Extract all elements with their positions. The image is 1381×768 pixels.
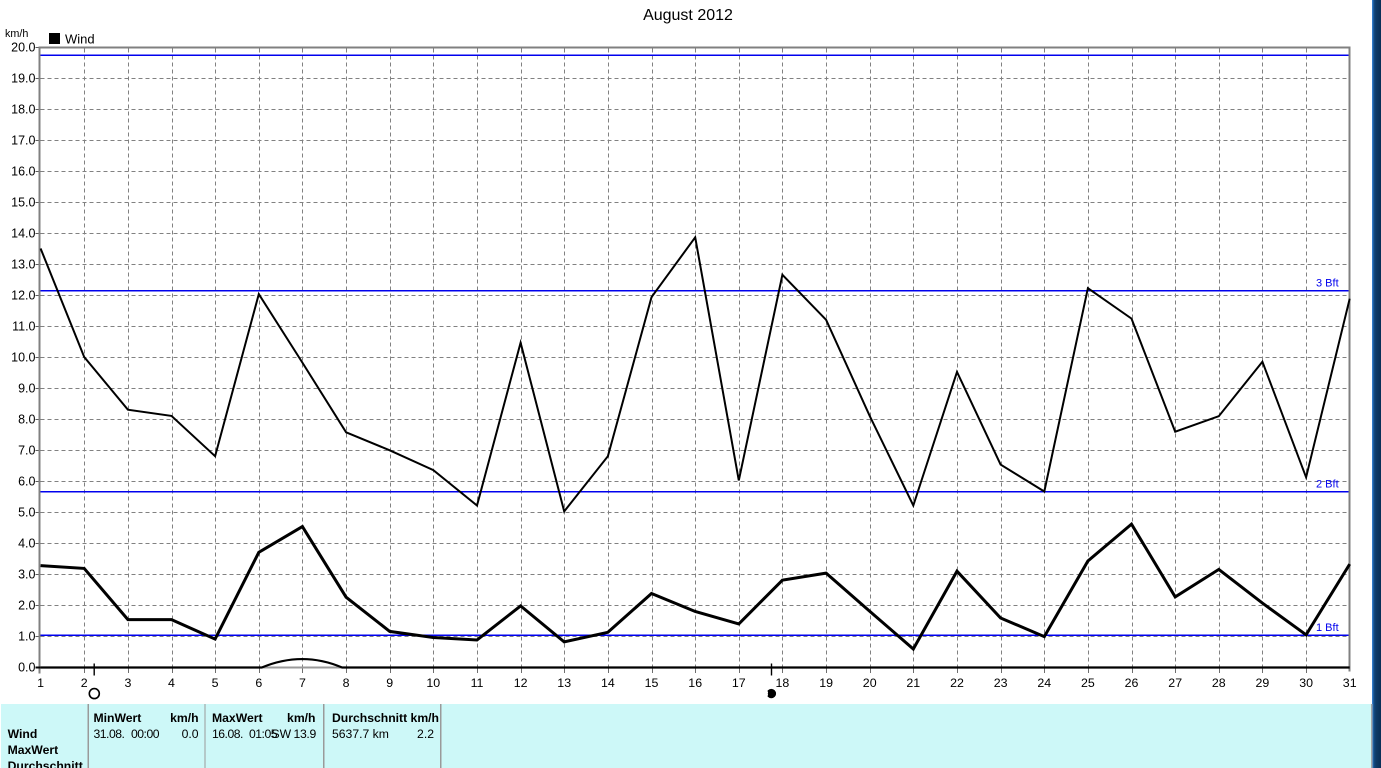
svg-text:21: 21 xyxy=(906,676,920,690)
svg-text:3: 3 xyxy=(124,676,131,690)
svg-text:7.0: 7.0 xyxy=(18,444,35,458)
svg-text:4: 4 xyxy=(168,676,175,690)
svg-text:30: 30 xyxy=(1299,676,1313,690)
svg-text:4.0: 4.0 xyxy=(18,537,35,551)
svg-text:13.0: 13.0 xyxy=(11,258,35,272)
svg-text:17.0: 17.0 xyxy=(11,134,35,148)
svg-text:3.0: 3.0 xyxy=(18,568,35,582)
svg-text:14.0: 14.0 xyxy=(11,227,35,241)
svg-text:1.0: 1.0 xyxy=(18,630,35,644)
svg-text:28: 28 xyxy=(1212,676,1226,690)
svg-text:2.0: 2.0 xyxy=(18,599,35,613)
svg-text:6.0: 6.0 xyxy=(18,475,35,489)
svg-text:17: 17 xyxy=(732,676,746,690)
svg-text:15.0: 15.0 xyxy=(11,196,35,210)
svg-text:15: 15 xyxy=(645,676,659,690)
svg-text:km/h: km/h xyxy=(287,711,315,725)
svg-text:7: 7 xyxy=(299,676,306,690)
svg-text:km/h: km/h xyxy=(170,711,198,725)
svg-text:16: 16 xyxy=(688,676,702,690)
svg-text:31: 31 xyxy=(1343,676,1357,690)
svg-text:11: 11 xyxy=(471,676,484,690)
svg-text:5: 5 xyxy=(212,676,219,690)
svg-text:14: 14 xyxy=(601,676,615,690)
svg-text:5.0: 5.0 xyxy=(18,506,35,520)
svg-text:20: 20 xyxy=(863,676,877,690)
svg-text:12.0: 12.0 xyxy=(11,289,35,303)
svg-text:26: 26 xyxy=(1125,676,1139,690)
svg-text:MaxWert: MaxWert xyxy=(8,743,59,757)
svg-text:1: 1 xyxy=(37,676,44,690)
svg-text:2: 2 xyxy=(81,676,88,690)
svg-text:Durchschnitt: Durchschnitt xyxy=(8,759,83,768)
svg-text:Wind: Wind xyxy=(8,727,38,741)
svg-text:19.0: 19.0 xyxy=(11,72,35,86)
svg-text:MaxWert: MaxWert xyxy=(212,711,263,725)
svg-text:00:00: 00:00 xyxy=(131,727,160,741)
svg-text:31.08.: 31.08. xyxy=(94,727,125,741)
svg-text:3 Bft: 3 Bft xyxy=(1316,278,1339,290)
svg-text:SW: SW xyxy=(272,727,292,741)
svg-text:18.0: 18.0 xyxy=(11,103,35,117)
svg-text:5637.7 km: 5637.7 km xyxy=(332,727,389,741)
svg-text:13.9: 13.9 xyxy=(293,727,316,741)
svg-text:12: 12 xyxy=(514,676,528,690)
svg-text:0.0: 0.0 xyxy=(182,727,199,741)
svg-text:1 Bft: 1 Bft xyxy=(1316,622,1339,634)
svg-text:24: 24 xyxy=(1037,676,1051,690)
svg-text:16.0: 16.0 xyxy=(11,165,35,179)
svg-text:9.0: 9.0 xyxy=(18,382,35,396)
svg-text:August 2012: August 2012 xyxy=(643,7,733,24)
svg-text:km/h: km/h xyxy=(5,28,28,40)
svg-text:10: 10 xyxy=(426,676,440,690)
svg-text:23: 23 xyxy=(994,676,1008,690)
svg-text:16.08.: 16.08. xyxy=(212,727,243,741)
svg-text:11.0: 11.0 xyxy=(12,320,35,334)
svg-text:18: 18 xyxy=(776,676,790,690)
svg-text:01:05: 01:05 xyxy=(249,727,278,741)
svg-text:Wind: Wind xyxy=(65,32,95,47)
svg-text:10.0: 10.0 xyxy=(11,351,35,365)
svg-text:0.0: 0.0 xyxy=(18,661,35,675)
svg-text:8.0: 8.0 xyxy=(18,413,35,427)
svg-text:2 Bft: 2 Bft xyxy=(1316,479,1339,491)
svg-text:2.2: 2.2 xyxy=(417,727,434,741)
svg-text:Durchschnitt km/h: Durchschnitt km/h xyxy=(332,711,439,725)
svg-text:20.0: 20.0 xyxy=(11,41,35,55)
svg-text:29: 29 xyxy=(1256,676,1270,690)
svg-text:8: 8 xyxy=(343,676,350,690)
svg-text:9: 9 xyxy=(386,676,393,690)
svg-text:19: 19 xyxy=(819,676,833,690)
svg-text:6: 6 xyxy=(255,676,262,690)
svg-text:25: 25 xyxy=(1081,676,1095,690)
svg-text:27: 27 xyxy=(1168,676,1182,690)
svg-text:MinWert: MinWert xyxy=(94,711,142,725)
svg-text:22: 22 xyxy=(950,676,964,690)
svg-text:13: 13 xyxy=(557,676,571,690)
